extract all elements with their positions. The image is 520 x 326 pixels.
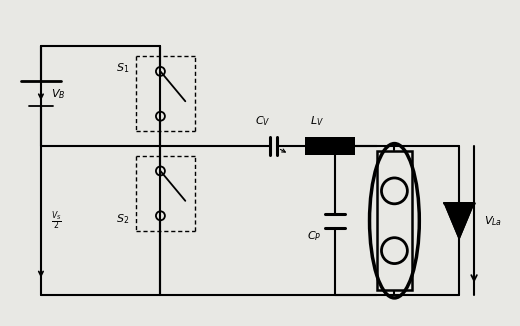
Text: $S_2$: $S_2$ bbox=[115, 212, 129, 226]
Text: $L_V$: $L_V$ bbox=[310, 114, 324, 128]
Bar bbox=[377, 151, 412, 290]
Text: $V_B$: $V_B$ bbox=[51, 87, 66, 101]
Bar bbox=[305, 137, 355, 155]
Text: $C_V$: $C_V$ bbox=[255, 114, 270, 128]
Text: $C_P$: $C_P$ bbox=[307, 229, 321, 243]
Text: $V_{La}$: $V_{La}$ bbox=[484, 214, 502, 228]
Text: $S_1$: $S_1$ bbox=[115, 62, 129, 75]
Text: $\frac{V_S}{2}$: $\frac{V_S}{2}$ bbox=[51, 209, 62, 232]
Polygon shape bbox=[444, 203, 474, 239]
